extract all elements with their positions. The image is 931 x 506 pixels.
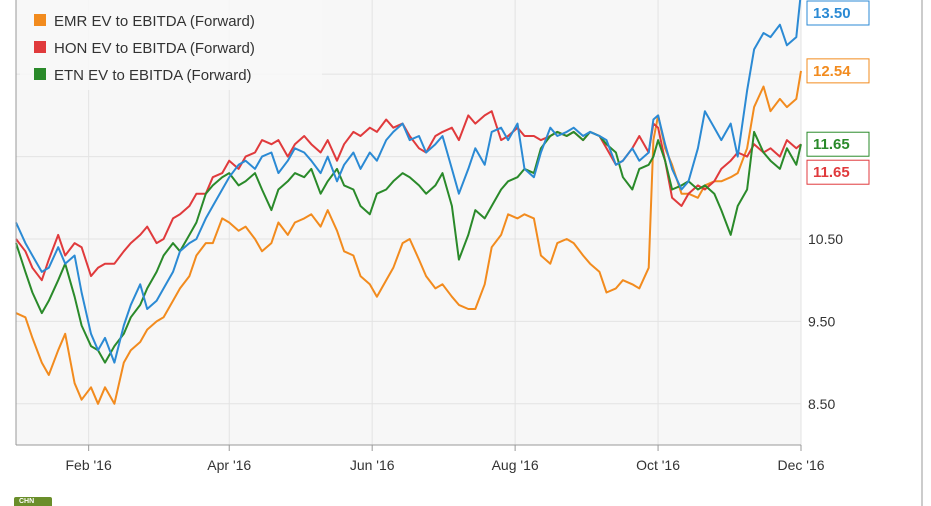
x-axis: Feb '16 Apr '16 Jun '16 Aug '16 Oct '16 Dec '… — [16, 444, 825, 473]
etn-series-line — [15, 130, 802, 364]
legend-swatch — [34, 14, 46, 26]
legend-swatch — [34, 41, 46, 53]
x-tick-label: Dec '16 — [777, 457, 824, 473]
logo-text: CHN — [19, 498, 35, 505]
legend-swatch — [34, 68, 46, 80]
end-label-box — [806, 0, 870, 26]
legend-label: EMR EV to EBITDA (Forward) — [54, 13, 255, 30]
end-label-box — [806, 131, 870, 157]
end-label-box — [806, 58, 870, 84]
x-tick-label: Oct '16 — [636, 457, 680, 473]
legend-label: HON EV to EBITDA (Forward) — [54, 40, 255, 57]
y-tick-label: 9.50 — [808, 313, 835, 329]
end-label-value: 11.65 — [813, 136, 850, 153]
legend-background — [20, 0, 322, 90]
end-label-value: 12.54 — [813, 63, 851, 80]
brand-logo: CHN — [14, 497, 52, 506]
blue-series-line — [15, 0, 802, 364]
end-value-labels: 13.50 12.54 11.65 11.65 — [806, 0, 870, 185]
series-lines — [15, 0, 802, 405]
x-tick-label: Aug '16 — [492, 457, 539, 473]
legend-label: ETN EV to EBITDA (Forward) — [54, 67, 252, 84]
y-tick-label: 8.50 — [808, 396, 835, 412]
end-label-value: 11.65 — [813, 164, 850, 181]
y-axis: 8.50 9.50 10.50 — [808, 231, 843, 412]
legend: EMR EV to EBITDA (Forward) HON EV to EBIT… — [20, 0, 322, 90]
hon-series-line — [15, 110, 802, 282]
x-tick-label: Jun '16 — [350, 457, 395, 473]
end-label-box — [806, 159, 870, 185]
x-tick-label: Feb '16 — [66, 457, 112, 473]
x-tick-label: Apr '16 — [207, 457, 251, 473]
end-label-value: 13.50 — [813, 5, 851, 22]
y-tick-label: 10.50 — [808, 231, 843, 247]
